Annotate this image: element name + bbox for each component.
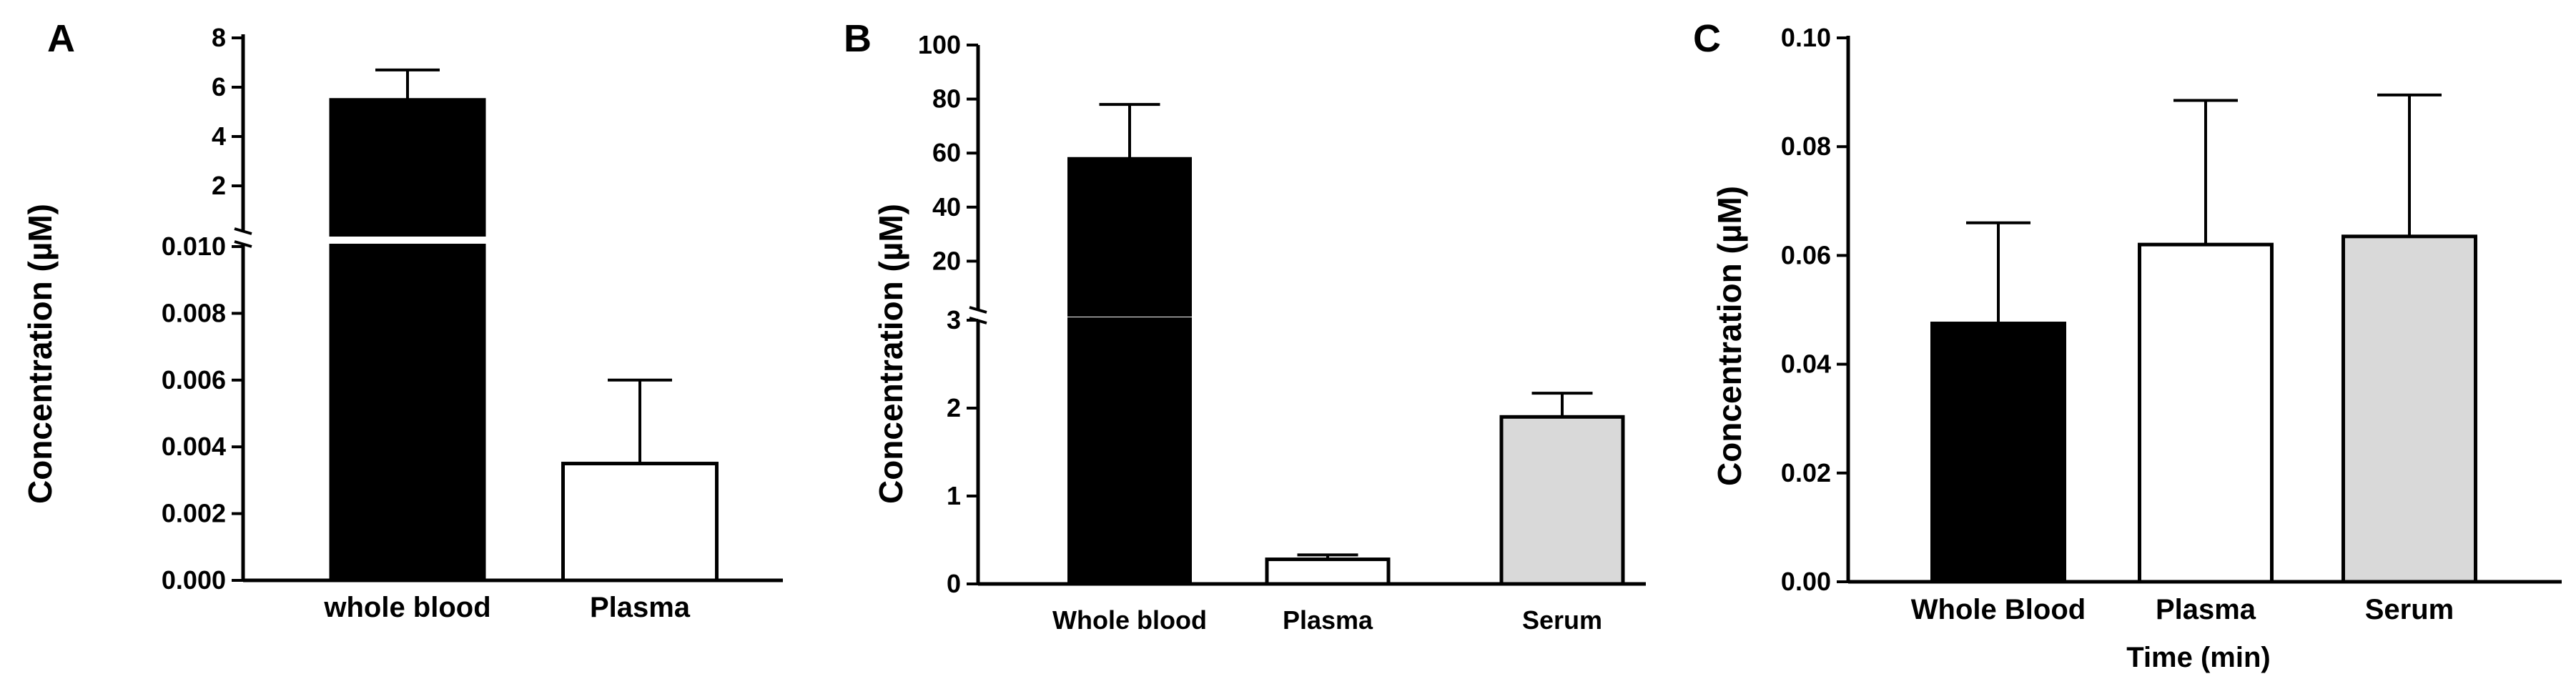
y-tick-label-b-0-3: 3 [947, 305, 961, 334]
bars-c [1930, 93, 2477, 584]
panel-letter-a: A [47, 17, 75, 60]
bar-c-2 [2341, 234, 2477, 584]
y-tick-label-a-0-4: 0.008 [162, 298, 226, 327]
y-tick-label-c-0-5: 0.10 [1781, 23, 1831, 52]
y-tick-label-a-0-2: 0.004 [162, 432, 226, 461]
bar-c-0 [1930, 322, 2066, 584]
panel-b: B Concentration (µM) 0 1 2 3 20 40 60 80 100 Who… [844, 17, 1646, 635]
y-tick-label-b-0-1: 1 [947, 481, 961, 510]
x-tick-label-c-0: Whole Blood [1911, 594, 2086, 625]
panel-letter-c: C [1693, 17, 1721, 60]
panel-c: C Concentration (µM) 0.000.020.040.060.0… [1693, 17, 2562, 673]
axis-break-mark-a-2 [234, 240, 252, 248]
x-tick-label-c-1: Plasma [2156, 594, 2256, 625]
bars-a [329, 68, 719, 583]
y-tick-label-c-0-1: 0.02 [1781, 458, 1831, 487]
y-tick-label-a-1-3: 8 [212, 23, 226, 52]
axis-break-mark-b-2 [969, 317, 987, 324]
y-tick-label-a-1-1: 4 [212, 122, 226, 151]
y-tick-label-c-0-2: 0.04 [1781, 350, 1831, 379]
y-tick-label-a-0-0: 0.000 [162, 565, 226, 595]
x-axis-label-c: Time (min) [2126, 642, 2271, 673]
bar-b-2 [1499, 415, 1625, 586]
panel-a: A Concentration (µM) 0.0000.0020.0040.00… [21, 17, 783, 623]
axis-break-mark-b-1 [969, 306, 987, 314]
y-axis-label-c: Concentration (µM) [1711, 186, 1748, 486]
bar-b-0-lower [1067, 317, 1192, 585]
y-ticks-c: 0.00 0.02 0.04 0.06 0.08 0.10 [1781, 23, 1848, 596]
y-ticks-a: 0.000 0.002 0.004 0.006 0.008 0.010 2 4 6 8 [162, 23, 243, 595]
bar-b-1 [1265, 557, 1391, 586]
y-tick-label-b-1-4: 100 [918, 30, 961, 59]
y-axis-label-a: Concentration (µM) [21, 204, 59, 504]
x-tick-label-b-0: Whole blood [1052, 605, 1207, 635]
y-tick-label-b-1-1: 40 [932, 192, 961, 222]
x-tick-label-b-2: Serum [1522, 605, 1602, 635]
y-tick-label-b-1-2: 60 [932, 138, 961, 167]
bar-a-0-lower [329, 244, 486, 582]
x-tick-label-a-0: whole blood [323, 592, 490, 623]
y-tick-label-a-1-0: 2 [212, 171, 226, 200]
y-tick-label-a-0-3: 0.006 [162, 365, 226, 395]
y-tick-label-b-0-0: 0 [947, 569, 961, 598]
bar-c-1 [2138, 242, 2274, 584]
bar-a-0-upper [329, 98, 486, 237]
bar-a-1 [561, 462, 719, 583]
x-tick-label-c-2: Serum [2365, 594, 2454, 625]
axis-break-mark-a-1 [234, 227, 252, 235]
y-ticks-b: 0 1 2 3 20 40 60 80 100 [918, 30, 978, 598]
y-axis-label-b: Concentration (µM) [872, 204, 909, 504]
y-tick-label-c-0-3: 0.06 [1781, 240, 1831, 269]
bar-b-0-upper [1067, 157, 1192, 317]
y-tick-label-a-1-2: 6 [212, 72, 226, 101]
x-tick-label-a-1: Plasma [590, 592, 691, 623]
y-tick-label-b-1-3: 80 [932, 84, 961, 114]
y-tick-label-a-0-5: 0.010 [162, 232, 226, 261]
y-tick-label-c-0-0: 0.00 [1781, 567, 1831, 596]
bars-b [1067, 103, 1625, 586]
y-tick-label-b-1-0: 20 [932, 246, 961, 275]
x-tick-label-b-1: Plasma [1283, 605, 1373, 635]
y-tick-label-b-0-2: 2 [947, 393, 961, 422]
y-tick-label-c-0-4: 0.08 [1781, 132, 1831, 161]
panel-letter-b: B [844, 17, 872, 60]
y-tick-label-a-0-1: 0.002 [162, 499, 226, 528]
